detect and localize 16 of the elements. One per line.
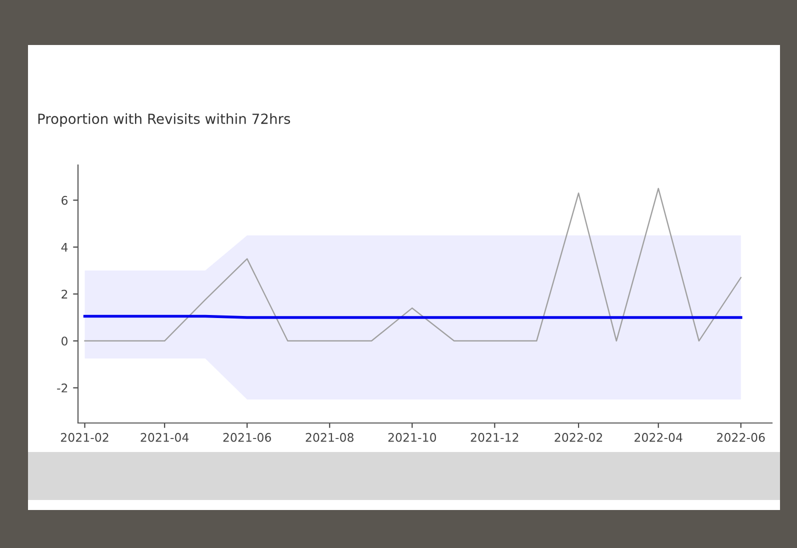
x-tick-label: 2021-06 [223,432,272,442]
x-tick-label: 2021-12 [470,432,518,442]
x-tick-label: 2021-10 [388,432,436,442]
chart-title: Proportion with Revisits within 72hrs [38,113,290,127]
y-tick-label: 0 [62,336,68,346]
x-tick-label: 2021-02 [60,432,108,442]
y-tick-label: 2 [62,290,68,298]
y-tick-label: 4 [61,242,68,252]
x-tick-label: 2022-06 [717,432,765,442]
y-tick-label: -2 [57,384,68,392]
line-series [84,188,742,342]
x-tick-label: 2022-02 [554,432,602,442]
x-tick-label: 2022-04 [634,432,682,442]
x-tick-label: 2021-08 [306,432,354,442]
y-tick-label: 6 [62,196,68,205]
x-tick-label: 2021-04 [140,432,189,442]
